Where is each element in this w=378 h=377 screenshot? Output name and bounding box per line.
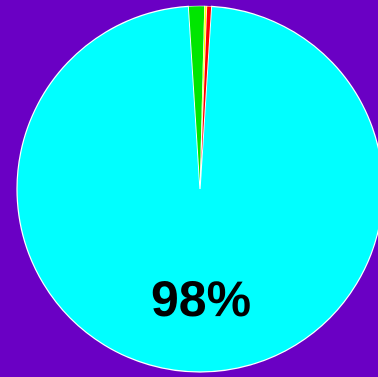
pie-slice-0	[16, 5, 378, 373]
pie-slices	[16, 5, 378, 373]
percentage-label: 98%	[151, 271, 251, 327]
pie-slice-1	[199, 5, 212, 190]
